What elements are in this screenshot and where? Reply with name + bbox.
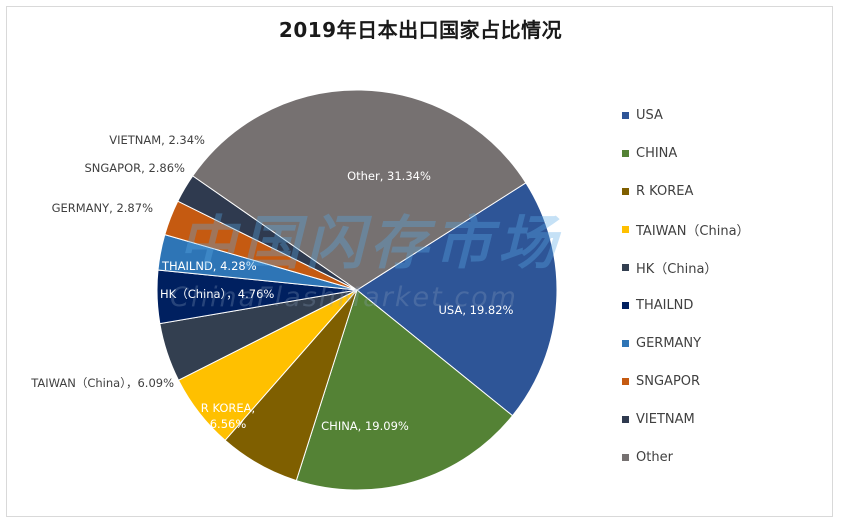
pie-slice-other — [192, 89, 527, 291]
legend-swatch — [622, 263, 629, 271]
legend-label: CHINA — [636, 145, 678, 161]
legend-swatch — [622, 225, 629, 233]
legend-label: R KOREA — [636, 183, 694, 199]
legend-swatch — [622, 301, 629, 309]
legend-label: Other — [636, 449, 673, 465]
pie-slice-china — [295, 289, 514, 491]
data-label-usa: USA, 19.82% — [439, 303, 514, 317]
legend-swatch — [622, 453, 629, 461]
legend-swatch — [622, 111, 629, 119]
watermark-en: ChinaFlashMarket.com — [170, 282, 518, 313]
legend-item-usa: USA — [622, 96, 750, 134]
data-label-r-korea: 6.56% — [210, 417, 247, 431]
data-label-thailnd: THAILND, 4.28% — [161, 259, 257, 273]
legend-label: VIETNAM — [636, 411, 695, 427]
legend-item-taiwan-china: TAIWAN（China） — [622, 210, 750, 248]
legend-swatch — [622, 149, 629, 157]
data-label-vietnam: VIETNAM, 2.34% — [109, 133, 205, 147]
data-label-taiwan-china: TAIWAN（China），6.09% — [30, 376, 174, 390]
legend-item-germany: GERMANY — [622, 324, 750, 362]
data-label-r-korea: R KOREA, — [201, 401, 255, 415]
legend-label: USA — [636, 107, 663, 123]
data-label-sngapor: SNGAPOR, 2.86% — [84, 161, 185, 175]
legend-item-r-korea: R KOREA — [622, 172, 750, 210]
pie-slice-usa — [356, 182, 558, 417]
legend-label: SNGAPOR — [636, 373, 701, 389]
chart-title: 2019年日本出口国家占比情况 — [278, 18, 563, 42]
legend-item-vietnam: VIETNAM — [622, 400, 750, 438]
legend-label: GERMANY — [636, 335, 702, 351]
data-label-other: Other, 31.34% — [347, 169, 431, 183]
legend-label: THAILND — [636, 297, 694, 313]
legend-swatch — [622, 415, 629, 423]
legend-item-other: Other — [622, 438, 750, 476]
legend-swatch — [622, 339, 629, 347]
data-label-hk-china: HK（China），4.76% — [160, 287, 274, 301]
legend-swatch — [622, 187, 629, 195]
data-label-china: CHINA, 19.09% — [321, 419, 409, 433]
legend-label: HK（China） — [636, 261, 718, 277]
legend-item-thailnd: THAILND — [622, 286, 750, 324]
legend-label: TAIWAN（China） — [636, 223, 750, 239]
legend-item-china: CHINA — [622, 134, 750, 172]
legend-swatch — [622, 377, 629, 385]
data-label-germany: GERMANY, 2.87% — [52, 201, 154, 215]
watermark-cn: 中国闪存市场 — [178, 209, 563, 277]
legend-item-sngapor: SNGAPOR — [622, 362, 750, 400]
legend-item-hk-china: HK（China） — [622, 248, 750, 286]
chart-legend: USA CHINA R KOREA TAIWAN（China） HK（China） THA… — [622, 96, 750, 476]
